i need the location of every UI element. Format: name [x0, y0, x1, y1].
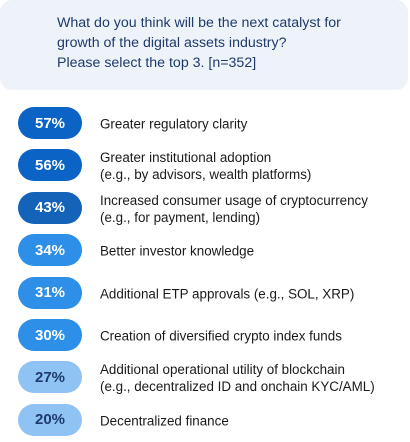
percentage-pill: 20%	[18, 403, 82, 436]
percentage-pill: 34%	[18, 234, 82, 267]
result-label-main: Decentralized finance	[100, 413, 229, 429]
result-label: Creation of diversified crypto index fun…	[100, 328, 342, 345]
result-row: 56% Greater institutional adoption (e.g., …	[18, 149, 408, 183]
question-line-2: growth of the digital assets industry?	[57, 35, 287, 51]
result-row: 31% Additional ETP approvals (e.g., SOL, …	[18, 276, 408, 311]
result-row: 57% Greater regulatory clarity	[18, 107, 408, 141]
question-line-1: What do you think will be the next catal…	[57, 15, 341, 31]
result-label: Decentralized finance	[100, 412, 229, 429]
result-label: Greater institutional adoption (e.g., by …	[100, 149, 311, 183]
question-card: What do you think will be the next catal…	[0, 0, 408, 90]
result-label-main: Better investor knowledge	[100, 243, 255, 259]
result-label: Increased consumer usage of cryptocurren…	[100, 192, 368, 226]
percentage-pill: 30%	[18, 319, 82, 351]
question-line-3: Please select the top 3. [n=352]	[57, 55, 257, 71]
result-row: 30% Creation of diversified crypto index …	[18, 319, 408, 353]
result-label: Additional operational utility of blockc…	[100, 361, 375, 395]
percentage-pill: 57%	[18, 107, 82, 139]
result-label-detail: (e.g., decentralized ID and onchain KYC/…	[100, 379, 375, 395]
percentage-pill: 56%	[18, 149, 82, 182]
result-row: 34% Better investor knowledge	[18, 234, 408, 268]
percentage-pill: 43%	[18, 191, 82, 224]
result-row: 20% Decentralized finance	[18, 403, 408, 438]
result-label-main: Greater institutional adoption	[100, 150, 272, 166]
result-label-main: Additional ETP approvals (e.g., SOL, XRP…	[100, 286, 355, 302]
result-label-detail: (e.g., by advisors, wealth platforms)	[100, 167, 312, 183]
result-label: Additional ETP approvals (e.g., SOL, XRP…	[100, 285, 354, 302]
result-label-detail: (e.g., for payment, lending)	[100, 209, 261, 225]
result-label-main: Creation of diversified crypto index fun…	[100, 328, 342, 344]
result-label-main: Additional operational utility of blockc…	[100, 362, 345, 378]
result-label-main: Greater regulatory clarity	[100, 116, 248, 132]
result-row: 43% Increased consumer usage of cryptocur…	[18, 191, 408, 226]
result-row: 27% Additional operational utility of blo…	[18, 361, 408, 395]
result-label: Greater regulatory clarity	[100, 116, 247, 133]
percentage-pill: 27%	[18, 361, 82, 394]
question-text: What do you think will be the next catal…	[57, 13, 397, 73]
result-label: Better investor knowledge	[100, 243, 254, 260]
result-label-main: Increased consumer usage of cryptocurren…	[100, 192, 368, 208]
percentage-pill: 31%	[18, 276, 82, 309]
